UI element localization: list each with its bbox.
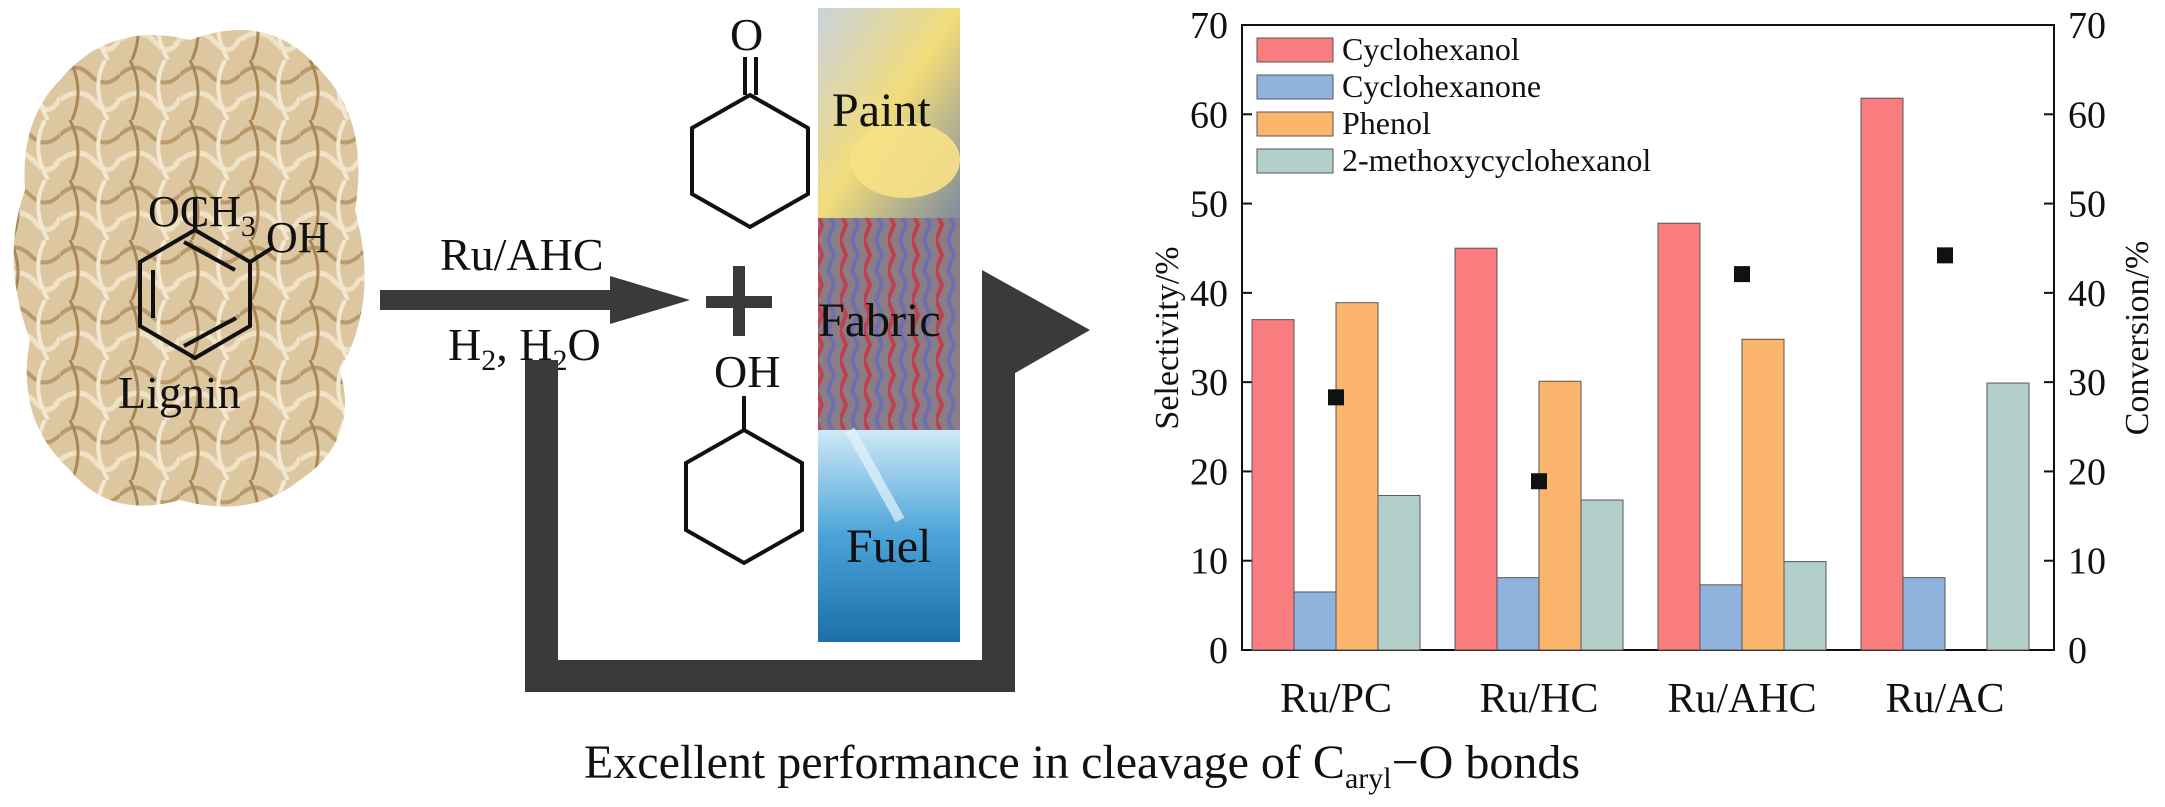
legend-label: 2-methoxycyclohexanol — [1342, 142, 1651, 178]
category-label: Ru/AHC — [1667, 676, 1816, 722]
bar-methoxycyclohexanol — [1377, 495, 1421, 651]
reaction-arrow — [380, 276, 690, 324]
bar-methoxycyclohexanol — [1580, 499, 1624, 651]
legend: CyclohexanolCyclohexanonePhenol2-methoxy… — [1256, 31, 1651, 178]
y-axis-label: Selectivity/% — [1149, 246, 1186, 429]
y2-tick-label: 20 — [2068, 451, 2106, 493]
y2-axis-label: Conversion/% — [2119, 241, 2156, 436]
application-label-paint: Paint — [832, 84, 931, 137]
bar-cyclohexanol — [1454, 247, 1498, 651]
application-label-fabric: Fabric — [818, 294, 941, 347]
category-label: Ru/AC — [1885, 676, 2004, 722]
conversion-point — [1531, 473, 1547, 490]
y2-tick-label: 0 — [2068, 630, 2087, 672]
cyclohexanone-structure — [690, 57, 810, 230]
cyclohexanol-structure — [684, 396, 804, 566]
bar-cyclohexanone — [1902, 577, 1946, 651]
y2-tick-label: 70 — [2068, 5, 2106, 47]
bar-marks — [1251, 97, 2030, 651]
conditions-label: H2, H2O — [448, 319, 601, 377]
legend-label: Cyclohexanone — [1342, 68, 1541, 104]
application-panels — [818, 8, 960, 642]
hydroxyl-label: OH — [266, 213, 330, 262]
catalyst-label: Ru/AHC — [440, 229, 604, 280]
legend-swatch — [1256, 111, 1334, 137]
lignin-image — [13, 30, 365, 507]
methoxy-label: OCH3 — [148, 187, 256, 243]
y2-tick-label: 30 — [2068, 362, 2106, 404]
bar-phenol — [1538, 380, 1582, 651]
fuel-image — [818, 430, 960, 642]
bar-cyclohexanone — [1699, 584, 1743, 651]
ketone-oxygen-label: O — [730, 9, 763, 60]
y-tick-label: 0 — [1209, 630, 1228, 672]
conversion-point — [1937, 247, 1953, 264]
bar-phenol — [1741, 338, 1785, 651]
left-axis-ticks: 0 10 20 30 40 50 60 70 — [1190, 5, 1252, 672]
bar-phenol — [1335, 302, 1379, 651]
category-label: Ru/HC — [1479, 676, 1598, 722]
y-tick-label: 30 — [1190, 362, 1228, 404]
y-tick-label: 50 — [1190, 184, 1228, 226]
legend-label: Cyclohexanol — [1342, 31, 1520, 67]
category-label: Ru/PC — [1280, 676, 1392, 722]
plus-sign — [706, 266, 772, 336]
y2-tick-label: 50 — [2068, 184, 2106, 226]
bar-cyclohexanone — [1293, 591, 1337, 651]
right-axis-ticks: 0 10 20 30 40 50 60 70 — [2044, 5, 2106, 672]
bar-cyclohexanol — [1860, 97, 1904, 651]
y-tick-label: 70 — [1190, 5, 1228, 47]
caption: Excellent performance in cleavage of Car… — [584, 736, 1580, 795]
y-tick-label: 40 — [1190, 273, 1228, 315]
bar-methoxycyclohexanol — [1783, 561, 1827, 651]
legend-swatch — [1256, 37, 1334, 63]
legend-label: Phenol — [1342, 105, 1431, 141]
conversion-point — [1328, 389, 1344, 406]
bar-methoxycyclohexanol — [1986, 382, 2030, 651]
y2-tick-label: 60 — [2068, 94, 2106, 136]
y2-tick-label: 10 — [2068, 541, 2106, 583]
y-tick-label: 60 — [1190, 94, 1228, 136]
lignin-label: Lignin — [118, 367, 241, 418]
bar-cyclohexanol — [1251, 319, 1295, 651]
guaiacol-structure — [138, 198, 274, 361]
recycle-arrow — [525, 270, 1090, 692]
application-label-fuel: Fuel — [846, 520, 931, 573]
bar-cyclohexanone — [1496, 577, 1540, 651]
legend-swatch — [1256, 148, 1334, 174]
category-labels: Ru/PC Ru/HC Ru/AHC Ru/AC — [1280, 676, 2005, 722]
plot-frame — [1241, 24, 2055, 651]
y-tick-label: 10 — [1190, 541, 1228, 583]
bar-cyclohexanol — [1657, 222, 1701, 651]
alcohol-oh-label: OH — [714, 346, 780, 397]
y2-tick-label: 40 — [2068, 273, 2106, 315]
fabric-image — [818, 218, 960, 430]
conversion-marks — [1328, 247, 1953, 490]
conversion-point — [1734, 266, 1750, 283]
y-tick-label: 20 — [1190, 451, 1228, 493]
legend-swatch — [1256, 74, 1334, 100]
